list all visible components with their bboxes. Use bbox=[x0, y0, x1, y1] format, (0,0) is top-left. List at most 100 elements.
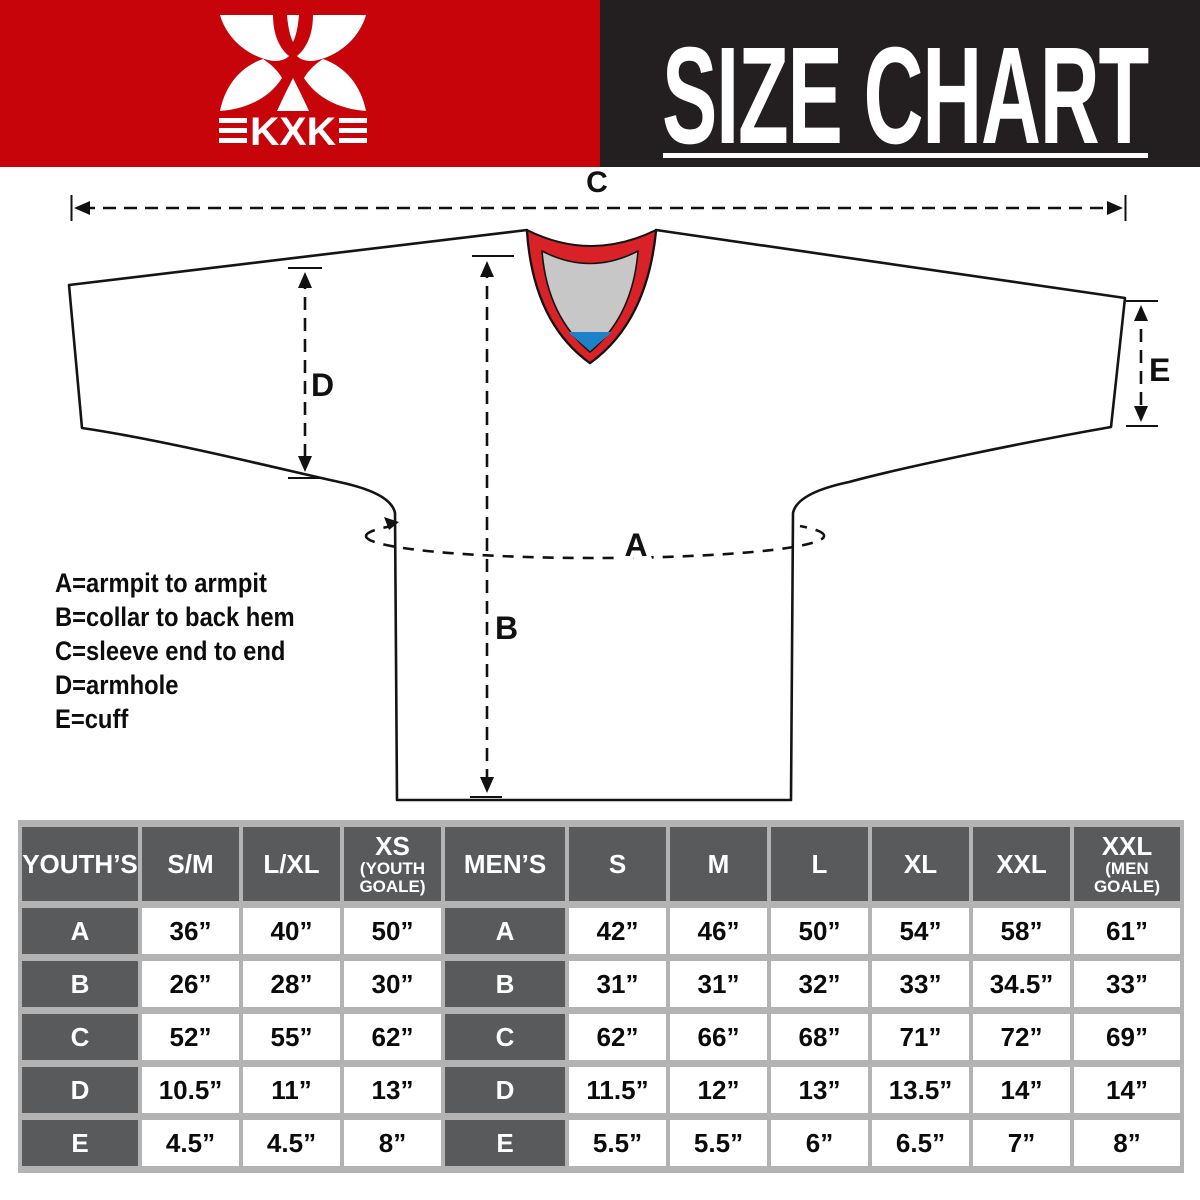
men-c-value-2: 68” bbox=[771, 1014, 868, 1060]
table-row-a: A 36” 40” 50” A 42” 46” 50” 54” 58” 61” bbox=[22, 908, 1180, 954]
column-header-xxl: XXL (MEN GOALE) bbox=[1074, 827, 1180, 901]
men-d-value-0: 11.5” bbox=[569, 1067, 666, 1113]
dimension-c: C bbox=[70, 167, 1127, 221]
men-a-value-5: 61” bbox=[1074, 908, 1180, 954]
men-d-value-3: 13.5” bbox=[872, 1067, 969, 1113]
youth-row-label-b: B bbox=[22, 961, 138, 1007]
men-b-value-1: 31” bbox=[670, 961, 767, 1007]
size-table-header: YOUTH’S S/M L/XL XS (YOUTH GOALE) MEN’S S M L XL XX… bbox=[22, 827, 1180, 901]
men-b-value-0: 31” bbox=[569, 961, 666, 1007]
title-underline bbox=[663, 153, 1148, 158]
men-d-value-4: 14” bbox=[973, 1067, 1070, 1113]
men-row-label-e: E bbox=[445, 1120, 565, 1166]
size-table-body: A 36” 40” 50” A 42” 46” 50” 54” 58” 61” B 26” 28” 30” B… bbox=[22, 908, 1180, 1166]
youth-e-value-1: 4.5” bbox=[243, 1120, 340, 1166]
column-header-xxl: XXL bbox=[973, 827, 1070, 901]
collar-insert bbox=[568, 332, 612, 351]
men-row-label-a: A bbox=[445, 908, 565, 954]
youth-d-value-1: 11” bbox=[243, 1067, 340, 1113]
men-c-value-0: 62” bbox=[569, 1014, 666, 1060]
men-e-value-1: 5.5” bbox=[670, 1120, 767, 1166]
jersey-measurement-diagram: C D B E A bbox=[67, 167, 1170, 802]
banner-title-panel: SIZE CHART bbox=[600, 0, 1200, 173]
men-e-value-3: 6.5” bbox=[872, 1120, 969, 1166]
men-a-value-0: 42” bbox=[569, 908, 666, 954]
youth-a-value-0: 36” bbox=[142, 908, 239, 954]
column-header-s: S bbox=[569, 827, 666, 901]
men-e-value-4: 7” bbox=[973, 1120, 1070, 1166]
dimension-d: D bbox=[288, 267, 334, 479]
kxk-logo-bars-icon bbox=[219, 118, 367, 143]
legend-line-a: A=armpit to armpit bbox=[55, 568, 267, 598]
table-row-c: C 52” 55” 62” C 62” 66” 68” 71” 72” 69” bbox=[22, 1014, 1180, 1060]
youth-e-value-2: 8” bbox=[344, 1120, 441, 1166]
youth-row-label-d: D bbox=[22, 1067, 138, 1113]
youth-c-value-1: 55” bbox=[243, 1014, 340, 1060]
legend-line-d: D=armhole bbox=[55, 670, 179, 700]
column-header-xl: XL bbox=[872, 827, 969, 901]
dim-label-e: E bbox=[1149, 352, 1170, 388]
table-row-d: D 10.5” 11” 13” D 11.5” 12” 13” 13.5” 14” 14” bbox=[22, 1067, 1180, 1113]
men-d-value-2: 13” bbox=[771, 1067, 868, 1113]
men-c-value-1: 66” bbox=[670, 1014, 767, 1060]
banner-brand-panel: KXK bbox=[0, 0, 600, 167]
column-header-youth-s: YOUTH’S bbox=[22, 827, 138, 901]
men-e-value-5: 8” bbox=[1074, 1120, 1180, 1166]
men-e-value-0: 5.5” bbox=[569, 1120, 666, 1166]
collar-inner bbox=[541, 250, 639, 353]
youth-b-value-2: 30” bbox=[344, 961, 441, 1007]
dimension-b: B bbox=[470, 255, 518, 798]
youth-d-value-2: 13” bbox=[344, 1067, 441, 1113]
size-table: YOUTH’S S/M L/XL XS (YOUTH GOALE) MEN’S S M L XL XX… bbox=[18, 820, 1184, 1173]
men-b-value-2: 32” bbox=[771, 961, 868, 1007]
youth-c-value-0: 52” bbox=[142, 1014, 239, 1060]
dimension-e: E bbox=[1126, 300, 1170, 427]
measurement-legend: A=armpit to armpit B=collar to back hem … bbox=[55, 566, 295, 736]
dim-label-d: D bbox=[311, 367, 334, 403]
men-d-value-5: 14” bbox=[1074, 1067, 1180, 1113]
page-title: SIZE CHART bbox=[662, 19, 1148, 167]
men-c-value-5: 69” bbox=[1074, 1014, 1180, 1060]
dimension-a: A bbox=[364, 517, 826, 567]
column-header-s-m: S/M bbox=[142, 827, 239, 901]
dim-label-a: A bbox=[624, 527, 647, 563]
men-e-value-2: 6” bbox=[771, 1120, 868, 1166]
youth-row-label-e: E bbox=[22, 1120, 138, 1166]
column-header-men-s: MEN’S bbox=[445, 827, 565, 901]
youth-d-value-0: 10.5” bbox=[142, 1067, 239, 1113]
banner: KXK SIZE CHART bbox=[0, 0, 1200, 173]
men-a-value-3: 54” bbox=[872, 908, 969, 954]
men-c-value-4: 72” bbox=[973, 1014, 1070, 1060]
brand-name: KXK bbox=[250, 110, 336, 148]
men-row-label-b: B bbox=[445, 961, 565, 1007]
youth-row-label-a: A bbox=[22, 908, 138, 954]
size-chart-title-graphic: SIZE CHART bbox=[662, 19, 1150, 173]
column-header-m: M bbox=[670, 827, 767, 901]
dim-label-c: C bbox=[586, 167, 608, 199]
column-header-xs: XS (YOUTH GOALE) bbox=[344, 827, 441, 901]
legend-line-c: C=sleeve end to end bbox=[55, 636, 286, 666]
kxk-logo: KXK bbox=[219, 15, 367, 148]
men-row-label-d: D bbox=[445, 1067, 565, 1113]
men-a-value-2: 50” bbox=[771, 908, 868, 954]
legend-line-b: B=collar to back hem bbox=[55, 602, 295, 632]
men-b-value-4: 34.5” bbox=[973, 961, 1070, 1007]
men-row-label-c: C bbox=[445, 1014, 565, 1060]
column-header-l-xl: L/XL bbox=[243, 827, 340, 901]
men-c-value-3: 71” bbox=[872, 1014, 969, 1060]
youth-b-value-1: 28” bbox=[243, 961, 340, 1007]
men-a-value-1: 46” bbox=[670, 908, 767, 954]
youth-e-value-0: 4.5” bbox=[142, 1120, 239, 1166]
dim-label-b: B bbox=[495, 610, 518, 646]
youth-row-label-c: C bbox=[22, 1014, 138, 1060]
men-d-value-1: 12” bbox=[670, 1067, 767, 1113]
men-b-value-3: 33” bbox=[872, 961, 969, 1007]
table-row-e: E 4.5” 4.5” 8” E 5.5” 5.5” 6” 6.5” 7” 8” bbox=[22, 1120, 1180, 1166]
kxk-logo-emblem-icon bbox=[220, 15, 366, 111]
table-row-b: B 26” 28” 30” B 31” 31” 32” 33” 34.5” 33” bbox=[22, 961, 1180, 1007]
column-header-l: L bbox=[771, 827, 868, 901]
youth-b-value-0: 26” bbox=[142, 961, 239, 1007]
youth-c-value-2: 62” bbox=[344, 1014, 441, 1060]
men-b-value-5: 33” bbox=[1074, 961, 1180, 1007]
header-row: YOUTH’S S/M L/XL XS (YOUTH GOALE) MEN’S S M L XL XX… bbox=[22, 827, 1180, 901]
